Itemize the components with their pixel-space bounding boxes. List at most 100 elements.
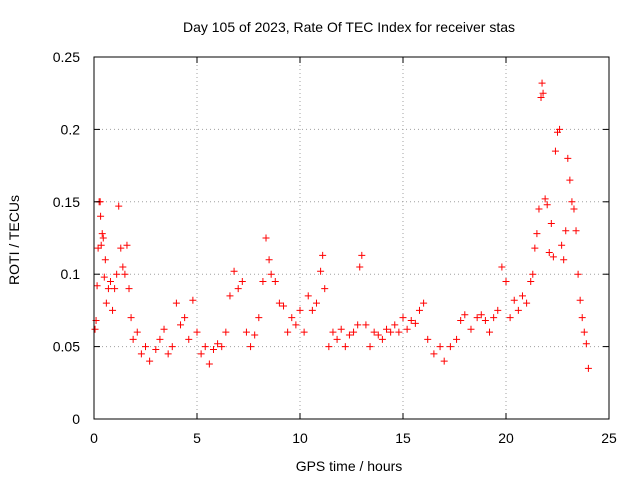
data-point bbox=[91, 325, 99, 333]
data-point bbox=[560, 256, 568, 264]
data-point bbox=[391, 321, 399, 329]
data-point bbox=[304, 292, 312, 300]
data-point bbox=[251, 331, 259, 339]
grid bbox=[94, 57, 609, 419]
data-point bbox=[551, 147, 559, 155]
data-point bbox=[582, 340, 590, 348]
data-point bbox=[543, 201, 551, 209]
data-point bbox=[411, 319, 419, 327]
data-point bbox=[201, 343, 209, 351]
data-point bbox=[403, 325, 411, 333]
data-point bbox=[99, 234, 107, 242]
data-point bbox=[333, 335, 341, 343]
data-point bbox=[407, 317, 415, 325]
data-point bbox=[321, 285, 329, 293]
data-point bbox=[308, 306, 316, 314]
y-tick-label: 0.15 bbox=[53, 194, 80, 210]
data-point bbox=[93, 282, 101, 290]
data-point bbox=[457, 317, 465, 325]
data-point bbox=[356, 263, 364, 271]
y-tick-label: 0.25 bbox=[53, 49, 80, 65]
data-point bbox=[214, 340, 222, 348]
data-point bbox=[125, 285, 133, 293]
data-point bbox=[374, 331, 382, 339]
data-point bbox=[370, 328, 378, 336]
data-point bbox=[490, 314, 498, 322]
x-axis-label: GPS time / hours bbox=[296, 458, 403, 474]
data-point bbox=[498, 263, 506, 271]
data-point bbox=[209, 345, 217, 353]
data-point bbox=[378, 335, 386, 343]
y-tick-label: 0.1 bbox=[61, 266, 81, 282]
data-point bbox=[446, 343, 454, 351]
data-point bbox=[98, 230, 106, 238]
data-point bbox=[366, 343, 374, 351]
data-point bbox=[354, 321, 362, 329]
data-point bbox=[383, 325, 391, 333]
data-point bbox=[284, 328, 292, 336]
data-point bbox=[337, 325, 345, 333]
data-point bbox=[133, 328, 141, 336]
data-point bbox=[189, 296, 197, 304]
plot-frame bbox=[93, 56, 610, 420]
data-point bbox=[424, 335, 432, 343]
data-point bbox=[358, 251, 366, 259]
data-point bbox=[117, 244, 125, 252]
data-point bbox=[558, 241, 566, 249]
data-point bbox=[156, 335, 164, 343]
data-point bbox=[113, 270, 121, 278]
data-point bbox=[100, 273, 108, 281]
data-point bbox=[296, 306, 304, 314]
data-point bbox=[529, 270, 537, 278]
data-point bbox=[387, 328, 395, 336]
data-point bbox=[265, 256, 273, 264]
data-point bbox=[467, 325, 475, 333]
data-point bbox=[510, 296, 518, 304]
x-tick-label: 25 bbox=[601, 430, 617, 446]
data-point bbox=[506, 314, 514, 322]
data-point bbox=[292, 321, 300, 329]
data-point bbox=[477, 311, 485, 319]
data-point bbox=[395, 328, 403, 336]
data-point bbox=[312, 299, 320, 307]
data-point bbox=[102, 299, 110, 307]
y-tick-label: 0 bbox=[72, 411, 80, 427]
data-point bbox=[564, 154, 572, 162]
data-point bbox=[230, 267, 238, 275]
data-point bbox=[545, 248, 553, 256]
data-point bbox=[280, 302, 288, 310]
data-point bbox=[172, 299, 180, 307]
data-point bbox=[325, 343, 333, 351]
data-point bbox=[242, 328, 250, 336]
data-point bbox=[539, 89, 547, 97]
data-point bbox=[461, 311, 469, 319]
data-point bbox=[234, 285, 242, 293]
data-point bbox=[535, 205, 543, 213]
data-point bbox=[119, 263, 127, 271]
data-point bbox=[164, 350, 172, 358]
data-point bbox=[106, 277, 114, 285]
data-point bbox=[181, 314, 189, 322]
y-tick-label: 0.05 bbox=[53, 339, 80, 355]
data-point bbox=[185, 335, 193, 343]
tick-labels: 0 5 10 15 20 25 0 0.05 0.1 0.15 0.2 0.25 bbox=[53, 49, 617, 446]
data-point bbox=[399, 314, 407, 322]
data-point bbox=[255, 314, 263, 322]
data-point bbox=[527, 277, 535, 285]
data-point bbox=[205, 360, 213, 368]
data-point bbox=[430, 350, 438, 358]
y-axis-label: ROTI / TECUs bbox=[6, 195, 22, 285]
data-point bbox=[574, 270, 582, 278]
data-point bbox=[160, 325, 168, 333]
data-point bbox=[197, 350, 205, 358]
data-point bbox=[300, 328, 308, 336]
data-point bbox=[271, 277, 279, 285]
data-point bbox=[262, 234, 270, 242]
data-point bbox=[127, 314, 135, 322]
data-point bbox=[115, 202, 123, 210]
data-point bbox=[226, 292, 234, 300]
data-point bbox=[345, 331, 353, 339]
data-point bbox=[104, 285, 112, 293]
data-point bbox=[584, 364, 592, 372]
